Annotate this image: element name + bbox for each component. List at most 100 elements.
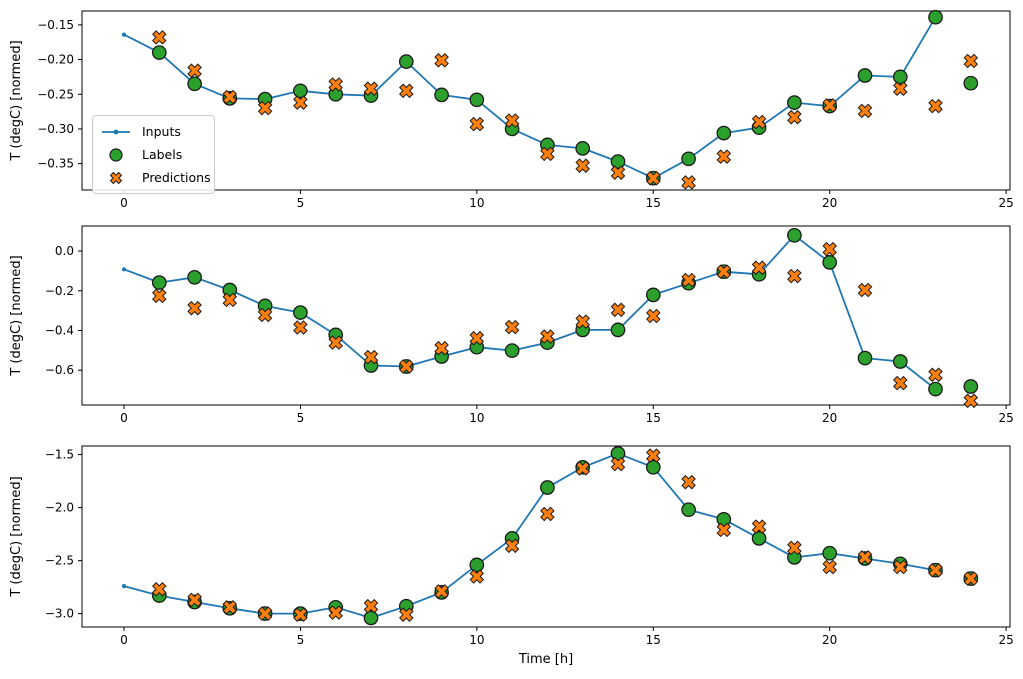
x-tick-label: 25 xyxy=(998,633,1013,647)
predictions-marker xyxy=(328,335,343,350)
predictions-marker xyxy=(822,241,837,257)
labels-marker xyxy=(716,511,732,527)
predictions-marker xyxy=(928,562,943,578)
labels-marker xyxy=(787,95,802,110)
inputs-point xyxy=(121,267,127,272)
predictions-marker xyxy=(751,114,767,130)
labels-marker xyxy=(540,480,555,495)
x-tick-label: 0 xyxy=(120,196,128,210)
y-tick-label: −2.5 xyxy=(45,554,74,568)
predictions-marker xyxy=(787,540,802,556)
x-tick-label: 25 xyxy=(998,196,1013,210)
predictions-marker xyxy=(469,330,485,346)
labels-marker xyxy=(610,446,626,461)
predictions-marker xyxy=(681,474,696,490)
predictions-marker xyxy=(751,519,767,534)
predictions-marker xyxy=(716,264,732,279)
predictions-marker xyxy=(152,288,167,304)
predictions-marker xyxy=(363,349,379,365)
x-tick-label: 0 xyxy=(120,633,128,647)
predictions-x-swatch xyxy=(109,171,123,184)
y-tick-label: −0.4 xyxy=(45,323,74,337)
predictions-marker xyxy=(787,109,802,125)
inputs-line xyxy=(123,16,937,180)
labels-marker xyxy=(293,83,308,99)
y-tick-label: −1.5 xyxy=(45,448,74,462)
predictions-marker xyxy=(434,340,449,356)
predictions-marker xyxy=(257,100,273,116)
y-tick-label: −0.15 xyxy=(37,18,74,32)
y-axis-label: T (degC) [normed] xyxy=(9,476,24,597)
labels-marker xyxy=(892,354,908,369)
predictions-marker xyxy=(893,559,908,575)
labels-marker xyxy=(928,381,943,397)
x-tick-label: 5 xyxy=(297,411,305,425)
labels-marker xyxy=(857,68,873,83)
predictions-marker xyxy=(857,282,873,298)
labels-marker xyxy=(151,45,167,60)
x-tick-label: 15 xyxy=(646,633,661,647)
inputs-point xyxy=(121,32,127,37)
predictions-marker xyxy=(540,329,555,344)
x-tick-label: 0 xyxy=(120,411,128,425)
predictions-marker xyxy=(857,550,873,565)
predictions-marker xyxy=(681,175,696,190)
predictions-marker xyxy=(152,582,167,597)
labels-marker xyxy=(822,255,838,270)
predictions-marker xyxy=(575,158,590,173)
predictions-marker xyxy=(187,300,202,316)
labels-marker xyxy=(575,141,591,156)
predictions-marker xyxy=(963,53,979,69)
y-tick-label: −3.0 xyxy=(45,607,74,621)
legend-item-inputs: Inputs xyxy=(101,122,206,141)
x-tick-label: 5 xyxy=(297,196,305,210)
predictions-marker xyxy=(575,461,590,476)
predictions-marker xyxy=(646,448,661,463)
predictions-marker xyxy=(716,149,732,164)
predictions-marker xyxy=(257,307,273,323)
labels-marker xyxy=(469,557,485,573)
labels-marker xyxy=(928,9,943,25)
y-tick-label: −0.25 xyxy=(37,87,74,101)
inputs-line xyxy=(123,234,937,390)
labels-marker xyxy=(681,502,696,518)
predictions-marker xyxy=(540,506,555,522)
axes-frame xyxy=(81,10,1011,191)
x-tick-label: 20 xyxy=(822,196,837,210)
labels-marker xyxy=(434,87,449,103)
predictions-marker xyxy=(434,53,449,68)
axes-frame xyxy=(81,225,1011,406)
predictions-marker xyxy=(187,592,202,608)
y-axis-label: T (degC) [normed] xyxy=(9,40,24,161)
predictions-marker xyxy=(328,605,343,620)
labels-marker-sample xyxy=(109,147,123,162)
legend: Inputs Labels Predictions xyxy=(92,115,215,194)
labels-marker xyxy=(892,69,908,85)
x-tick-label: 25 xyxy=(998,411,1013,425)
labels-marker xyxy=(822,545,838,561)
labels-marker xyxy=(398,54,414,69)
labels-marker xyxy=(363,610,379,626)
y-tick-label: −0.2 xyxy=(45,284,74,298)
x-tick-label: 5 xyxy=(297,633,305,647)
predictions-marker xyxy=(504,538,520,554)
inputs-dot-sample xyxy=(113,129,119,134)
predictions-marker xyxy=(293,607,308,622)
predictions-marker xyxy=(504,113,520,128)
predictions-marker xyxy=(963,393,979,409)
predictions-marker xyxy=(222,292,238,308)
predictions-marker xyxy=(610,165,626,180)
y-tick-label: −2.0 xyxy=(45,501,74,515)
predictions-marker xyxy=(222,89,238,105)
predictions-marker xyxy=(363,598,379,614)
labels-circle-swatch xyxy=(109,147,123,162)
predictions-marker-sample xyxy=(109,171,123,184)
labels-marker xyxy=(469,92,485,108)
predictions-marker xyxy=(893,81,908,96)
axes-frame xyxy=(81,445,1011,628)
x-tick-label: 20 xyxy=(822,411,837,425)
labels-marker xyxy=(504,343,520,358)
predictions-marker xyxy=(646,170,661,186)
